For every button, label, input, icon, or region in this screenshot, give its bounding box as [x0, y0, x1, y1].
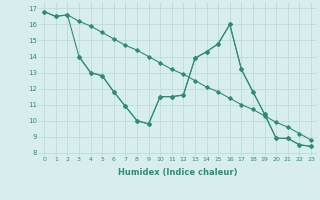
- X-axis label: Humidex (Indice chaleur): Humidex (Indice chaleur): [118, 168, 237, 177]
